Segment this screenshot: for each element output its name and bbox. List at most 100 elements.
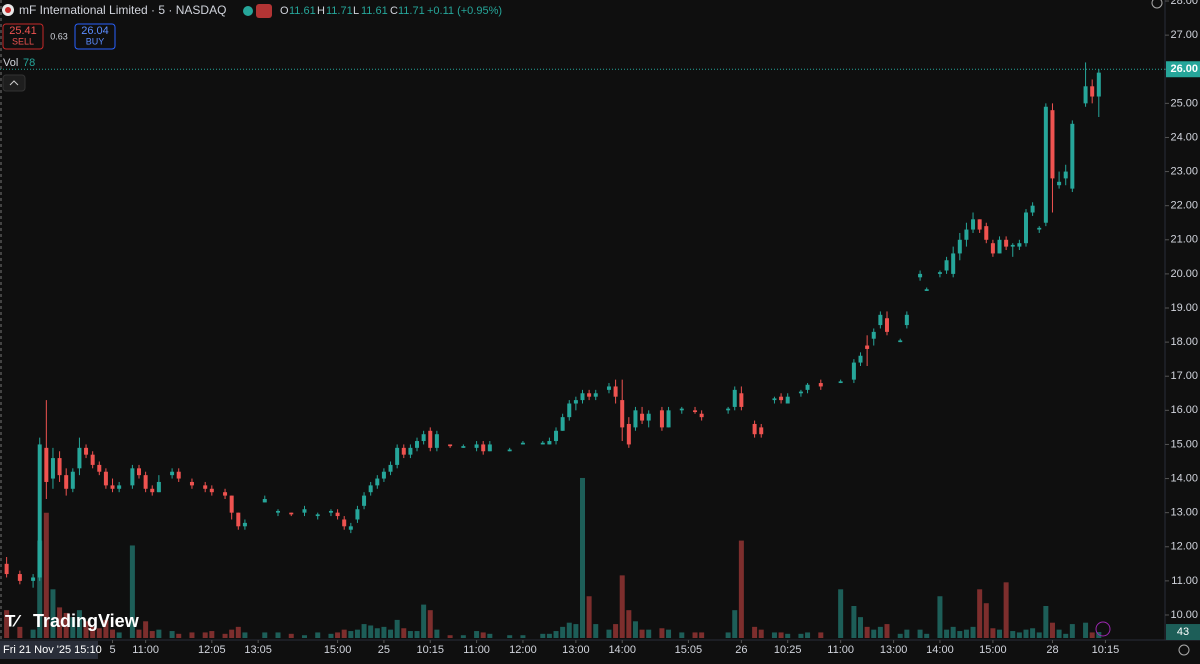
candle-body — [666, 410, 671, 428]
candle-body — [395, 447, 400, 465]
candle-body — [50, 458, 55, 479]
candle-body — [739, 393, 744, 407]
sell-label: SELL — [12, 36, 34, 46]
x-tick-label: 10:15 — [416, 644, 444, 656]
candle-body — [1043, 106, 1048, 223]
volume-bar — [222, 633, 228, 638]
candle-body — [64, 475, 69, 489]
candle-body — [732, 389, 737, 407]
candle-body — [699, 413, 704, 418]
volume-bar — [540, 633, 546, 638]
volume-bar — [474, 631, 480, 638]
sell-button[interactable] — [2, 23, 44, 50]
volume-bar — [752, 626, 758, 638]
candle-body — [44, 447, 49, 482]
x-tick-label: 11:00 — [827, 644, 854, 656]
candle-body — [964, 229, 969, 240]
volume-bar — [997, 629, 1003, 638]
x-tick-label: 28 — [1046, 644, 1058, 656]
volume-bar — [354, 629, 360, 638]
volume-bar — [176, 633, 182, 638]
candle-body — [520, 442, 525, 445]
candle-body — [898, 340, 903, 343]
last-volume-label: 43 — [1177, 626, 1189, 638]
y-tick-label: 13.00 — [1170, 507, 1198, 519]
candle-body — [957, 239, 962, 254]
volume-label: Vol — [3, 57, 18, 69]
volume-bar — [1023, 629, 1029, 638]
candle-body — [560, 417, 565, 431]
volume-bar — [63, 612, 69, 638]
volume-bar — [1063, 633, 1069, 638]
volume-bar — [864, 626, 870, 638]
volume-bar — [368, 625, 374, 638]
volume-bar — [169, 631, 175, 638]
volume-bar — [659, 628, 665, 638]
candle-body — [937, 272, 942, 274]
x-tick-label: 14:00 — [608, 644, 636, 656]
volume-bar — [1016, 632, 1022, 638]
candle-body — [375, 478, 380, 486]
candle-body — [31, 577, 36, 581]
x-tick-label: 11:00 — [132, 644, 159, 656]
collapse-icon — [9, 80, 19, 86]
candle-body — [613, 386, 618, 397]
candle-body — [170, 471, 175, 476]
volume-bar — [851, 605, 857, 638]
volume-bar — [229, 629, 235, 638]
last-price-box — [1166, 61, 1200, 78]
search-button[interactable] — [1151, 0, 1163, 9]
volume-bar — [136, 629, 142, 638]
high-value: 11.71 — [326, 5, 353, 17]
volume-bar — [679, 632, 685, 638]
volume-bar — [50, 589, 56, 638]
flash-button[interactable] — [1095, 621, 1111, 637]
volume-bar — [434, 629, 440, 638]
volume-bar — [83, 621, 89, 638]
candle-body — [143, 475, 148, 489]
collapse-button[interactable] — [2, 74, 26, 92]
candle-body — [693, 410, 698, 413]
x-tick-label: 13:00 — [562, 644, 590, 656]
candle-body — [302, 509, 307, 513]
last-price-label: 26.00 — [1170, 63, 1198, 75]
market-status[interactable] — [243, 6, 253, 16]
candle-body — [242, 522, 247, 527]
y-tick-label: 24.00 — [1170, 131, 1198, 143]
candle-body — [348, 526, 353, 530]
volume-bar — [944, 629, 950, 638]
candle-body — [779, 396, 784, 401]
x-tick-label: 5 — [109, 644, 115, 656]
volume-bar — [480, 632, 486, 638]
volume-bar — [805, 632, 811, 638]
settings-button[interactable] — [1178, 644, 1190, 656]
x-tick-label: 15:00 — [324, 644, 352, 656]
volume-bar — [858, 617, 864, 638]
candle-body — [176, 471, 181, 479]
volume-bar — [110, 629, 116, 638]
candle-body — [1010, 244, 1015, 247]
alert-button[interactable] — [256, 4, 272, 18]
candle-body — [428, 430, 433, 448]
candle-body — [805, 384, 810, 390]
candle-body — [37, 444, 42, 578]
volume-bar — [103, 619, 109, 638]
buy-button[interactable] — [74, 23, 116, 50]
candle-body — [904, 314, 909, 326]
x-tick-label: 10:25 — [774, 644, 802, 656]
candle-body — [1090, 86, 1095, 97]
volume-bar — [553, 631, 559, 638]
volume-bar — [646, 629, 652, 638]
volume-bar — [447, 635, 453, 638]
volume-bar — [235, 626, 241, 638]
y-tick-label: 27.00 — [1170, 29, 1198, 41]
volume-bar — [209, 631, 215, 638]
candle-body — [640, 413, 645, 421]
volume-bar — [374, 628, 380, 638]
volume-bar — [30, 629, 36, 638]
volume-bar — [977, 589, 983, 638]
volume-bar — [76, 610, 82, 638]
volume-bar — [1056, 629, 1062, 638]
volume-bar — [328, 633, 334, 638]
volume-bar — [17, 626, 23, 638]
